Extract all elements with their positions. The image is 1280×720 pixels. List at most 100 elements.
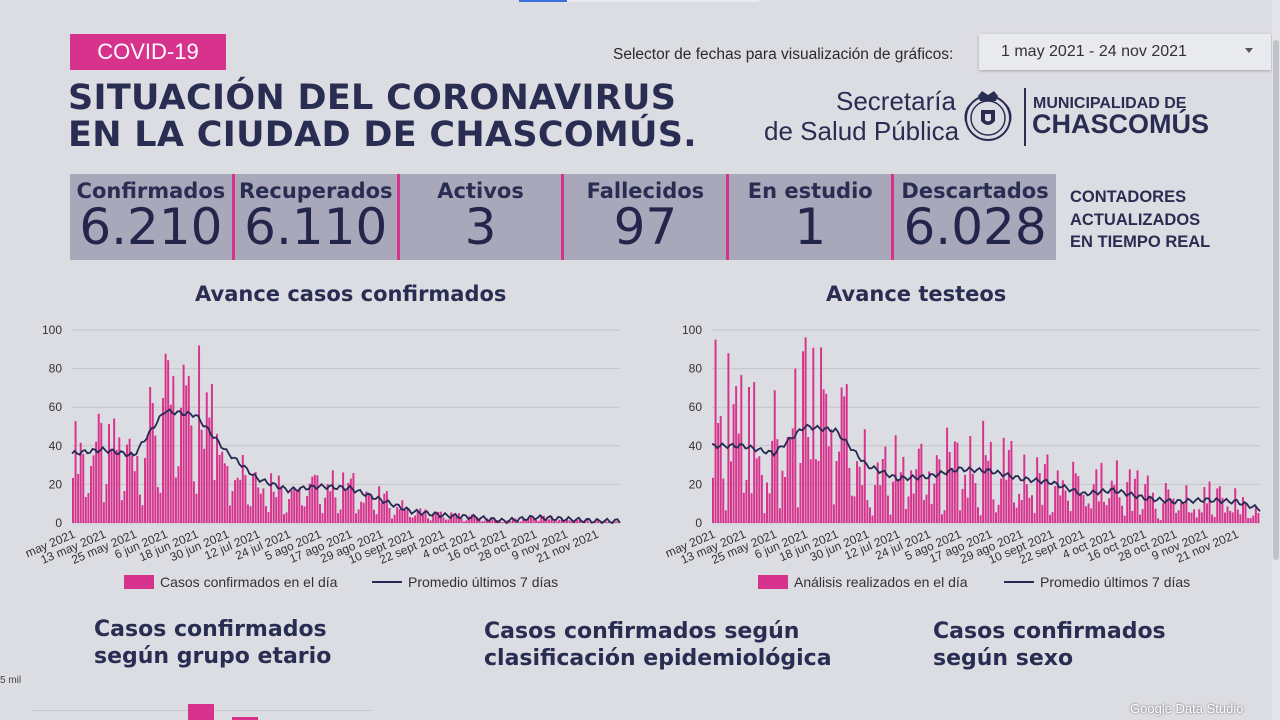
daily-bar[interactable] [889, 514, 892, 523]
daily-bar[interactable] [205, 392, 208, 523]
daily-bar[interactable] [131, 453, 134, 523]
daily-bar[interactable] [781, 470, 784, 523]
daily-bar[interactable] [126, 444, 128, 523]
daily-bar[interactable] [858, 466, 861, 523]
daily-bar[interactable] [1059, 495, 1062, 523]
daily-bar[interactable] [1007, 449, 1010, 523]
daily-bar[interactable] [118, 437, 121, 523]
daily-bar[interactable] [481, 521, 484, 523]
daily-bar[interactable] [347, 482, 350, 523]
daily-bar[interactable] [1000, 478, 1003, 523]
daily-bar[interactable] [370, 494, 373, 523]
daily-bar[interactable] [1015, 507, 1018, 523]
daily-bar[interactable] [886, 495, 889, 523]
daily-bar[interactable] [1115, 460, 1118, 523]
daily-bar[interactable] [182, 364, 185, 523]
daily-bar[interactable] [445, 519, 448, 523]
daily-bar[interactable] [1234, 488, 1237, 523]
daily-bar[interactable] [146, 435, 149, 523]
daily-bar[interactable] [427, 518, 430, 523]
daily-bar[interactable] [517, 521, 520, 523]
daily-bar[interactable] [1067, 500, 1070, 523]
daily-bar[interactable] [177, 466, 180, 523]
daily-bar[interactable] [1023, 454, 1026, 523]
daily-bar[interactable] [766, 482, 768, 523]
daily-bar[interactable] [935, 455, 938, 523]
daily-bar[interactable] [763, 513, 766, 523]
daily-bar[interactable] [866, 500, 869, 523]
daily-bar[interactable] [868, 507, 871, 523]
daily-bar[interactable] [192, 481, 195, 523]
daily-bar[interactable] [871, 515, 874, 523]
daily-bar[interactable] [293, 487, 296, 523]
daily-bar[interactable] [509, 521, 512, 523]
daily-bar[interactable] [899, 472, 902, 523]
daily-bar[interactable] [946, 427, 949, 523]
daily-bar[interactable] [1172, 498, 1175, 524]
daily-bar[interactable] [742, 492, 745, 523]
daily-bar[interactable] [1216, 488, 1219, 523]
daily-bar[interactable] [213, 480, 216, 523]
daily-bar[interactable] [1013, 502, 1015, 523]
daily-bar[interactable] [956, 442, 959, 523]
daily-bar[interactable] [578, 518, 581, 523]
daily-bar[interactable] [537, 520, 540, 523]
daily-bar[interactable] [167, 360, 170, 523]
daily-bar[interactable] [483, 520, 486, 523]
daily-bar[interactable] [1200, 512, 1203, 523]
daily-bar[interactable] [735, 386, 738, 523]
daily-bar[interactable] [1090, 508, 1093, 523]
daily-bar[interactable] [120, 500, 123, 523]
daily-bar[interactable] [1177, 510, 1180, 523]
daily-bar[interactable] [282, 514, 285, 523]
daily-bar[interactable] [391, 518, 393, 523]
daily-bar[interactable] [380, 502, 383, 523]
daily-bar[interactable] [786, 436, 789, 523]
daily-bar[interactable] [228, 505, 231, 523]
daily-bar[interactable] [760, 474, 763, 523]
daily-bar[interactable] [614, 521, 617, 523]
daily-bar[interactable] [1144, 484, 1147, 523]
daily-bar[interactable] [874, 485, 877, 523]
daily-bar[interactable] [414, 515, 417, 523]
daily-bar[interactable] [724, 510, 727, 523]
daily-bar[interactable] [1025, 484, 1028, 523]
daily-bar[interactable] [416, 510, 419, 523]
daily-bar[interactable] [1069, 511, 1072, 523]
daily-bar[interactable] [344, 489, 347, 523]
daily-bar[interactable] [270, 473, 273, 523]
daily-bar[interactable] [257, 487, 260, 523]
daily-bar[interactable] [879, 485, 882, 523]
daily-bar[interactable] [1175, 512, 1178, 523]
daily-bar[interactable] [388, 507, 391, 523]
daily-bar[interactable] [1226, 506, 1229, 523]
daily-bar[interactable] [1095, 469, 1098, 523]
daily-bar[interactable] [200, 429, 203, 523]
daily-bar[interactable] [259, 493, 262, 523]
age-chart-bar[interactable] [232, 717, 258, 720]
daily-bar[interactable] [203, 448, 206, 523]
daily-bar[interactable] [1085, 506, 1088, 523]
daily-bar[interactable] [904, 509, 907, 523]
daily-bar[interactable] [465, 520, 468, 523]
daily-bar[interactable] [1128, 469, 1131, 523]
daily-bar[interactable] [1223, 512, 1226, 523]
daily-bar[interactable] [326, 483, 329, 523]
daily-bar[interactable] [1131, 510, 1134, 523]
daily-bar[interactable] [1002, 437, 1005, 523]
daily-bar[interactable] [365, 491, 368, 523]
daily-bar[interactable] [352, 473, 355, 523]
daily-bar[interactable] [974, 483, 977, 523]
daily-bar[interactable] [373, 509, 375, 523]
daily-bar[interactable] [252, 475, 255, 523]
daily-bar[interactable] [907, 496, 910, 523]
daily-bar[interactable] [827, 446, 830, 523]
daily-bar[interactable] [1074, 473, 1077, 523]
daily-bar[interactable] [1139, 514, 1142, 523]
daily-bar[interactable] [1247, 518, 1250, 523]
daily-bar[interactable] [136, 456, 139, 523]
daily-bar[interactable] [1190, 512, 1193, 523]
daily-bar[interactable] [853, 496, 856, 523]
daily-bar[interactable] [817, 460, 820, 523]
daily-bar[interactable] [262, 488, 265, 523]
